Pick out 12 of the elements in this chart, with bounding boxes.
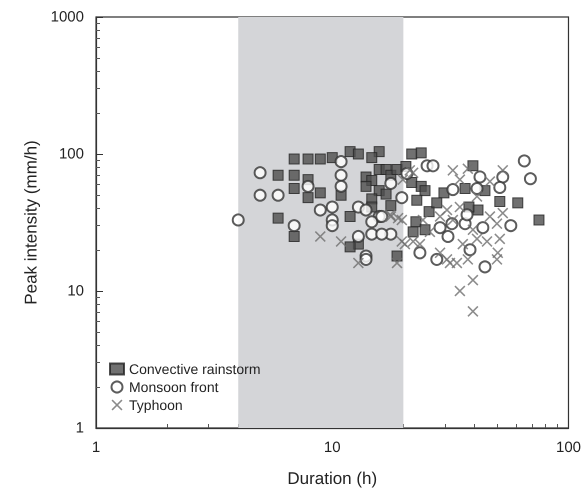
legend-label: Typhoon xyxy=(129,397,183,413)
x-tick-label: 10 xyxy=(324,439,341,456)
legend-label: Convective rainstorm xyxy=(129,361,260,377)
y-tick-label: 100 xyxy=(58,146,84,162)
legend-label: Monsoon front xyxy=(129,379,219,395)
x-axis-title: Duration (h) xyxy=(287,469,378,488)
y-axis-title: Peak intensity (mm/h) xyxy=(22,140,41,305)
y-tick-label: 10 xyxy=(67,282,84,300)
x-tick-label: 1 xyxy=(92,439,100,456)
x-tick-label: 100 xyxy=(556,439,581,456)
y-tick-label: 1 xyxy=(76,420,84,436)
y-tick-label: 1000 xyxy=(50,8,84,26)
